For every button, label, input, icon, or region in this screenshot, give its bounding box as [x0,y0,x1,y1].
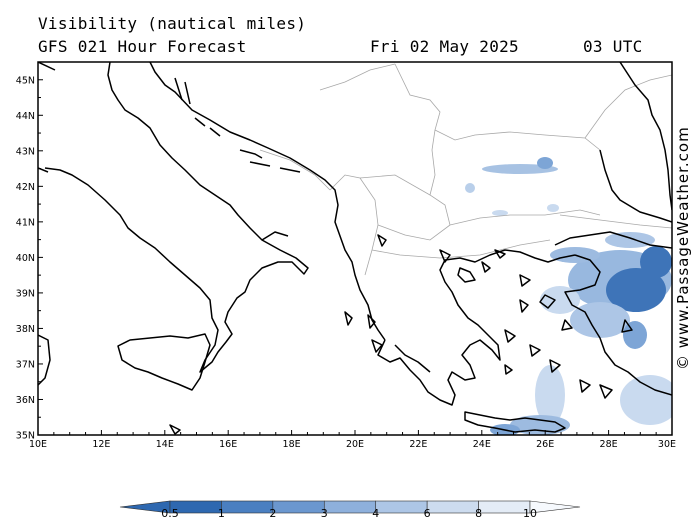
lat-label: 42N [16,182,35,193]
coastline [38,62,672,435]
lat-label: 37N [16,359,35,370]
lon-label: 26E [536,439,554,450]
lon-label: 28E [600,439,618,450]
lon-label: 10E [29,439,47,450]
lat-label: 35N [16,431,35,442]
visibility-shading [465,157,672,435]
forecast-model-label: GFS 021 Hour Forecast [38,37,247,56]
lon-label: 20E [346,439,364,450]
colorbar-label: 10 [523,507,537,520]
lon-label: 18E [283,439,301,450]
lon-label: 14E [156,439,174,450]
colorbar-segment [426,500,479,514]
lon-label: 24E [473,439,491,450]
colorbar-label: 1 [218,507,225,520]
colorbar-segment [221,500,274,514]
credit-text: © www.PassageWeather.com [674,126,692,370]
lon-label: 22E [409,439,427,450]
colorbar-label: 2 [269,507,276,520]
colorbar-label: 4 [372,507,379,520]
colorbar-segment [375,500,428,514]
lon-label: 16E [219,439,237,450]
lat-label: 45N [16,75,35,86]
lat-label: 41N [16,217,35,228]
colorbar-max-arrow [529,500,581,514]
copyright-credit: © www.PassageWeather.com [674,126,694,370]
lat-label: 40N [16,253,35,264]
country-borders [259,63,672,276]
lat-label: 39N [16,288,35,299]
colorbar-label: 6 [424,507,431,520]
lon-label: 30E [658,439,676,450]
lon-label: 12E [92,439,110,450]
longitude-axis: 10E 12E 14E 16E 18E 20E 22E 24E 26E 28E 30E [29,430,676,450]
colorbar-segment [323,500,377,514]
latitude-axis: 35N 36N 37N 38N 39N 40N 41N 42N 43N 44N 45N [16,61,43,442]
lat-label: 38N [16,324,35,335]
colorbar-label: 3 [321,507,328,520]
lat-label: 43N [16,146,35,157]
colorbar-label: 0.5 [161,507,179,520]
lat-label: 36N [16,395,35,406]
chart-title: Visibility (nautical miles) [38,14,307,33]
forecast-time: 03 UTC [583,37,643,56]
lat-label: 44N [16,111,35,122]
forecast-date: Fri 02 May 2025 [370,37,519,56]
colorbar-segment [272,500,325,514]
colorbar-label: 8 [475,507,482,520]
colorbar: 0.5 1 2 3 4 6 8 10 [119,500,581,520]
